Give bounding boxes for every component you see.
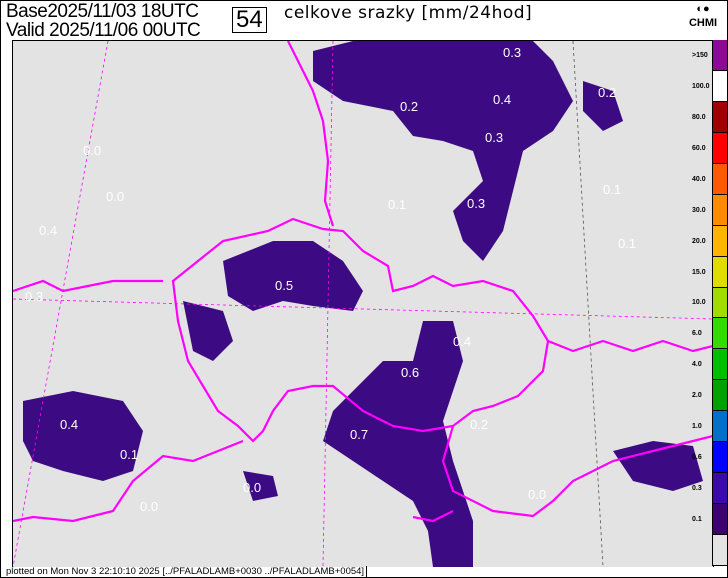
border-austria — [12, 439, 244, 523]
legend-label: 1.0 — [692, 423, 702, 431]
legend-swatch — [713, 101, 727, 133]
legend-swatch — [713, 504, 727, 536]
map-value: 0.0 — [83, 143, 102, 158]
legend-label: 0.6 — [692, 454, 702, 462]
legend-label: 0.3 — [692, 485, 702, 493]
legend-label: 4.0 — [692, 361, 702, 369]
grid-line — [572, 40, 604, 568]
legend-swatch — [713, 411, 727, 443]
legend-swatch — [713, 40, 727, 71]
precipitation-map: 0.3 0.2 0.4 0.3 0.2 0.0 0.0 0.1 0.3 0.1 … — [12, 40, 714, 568]
precip-area-west — [183, 301, 233, 361]
map-value: 0.0 — [528, 487, 547, 502]
footer-plot-info: plotted on Mon Nov 3 22:10:10 2025 [../P… — [6, 566, 368, 577]
grid-lines — [12, 40, 714, 568]
legend-label: 2.0 — [692, 392, 702, 400]
legend-swatch — [713, 349, 727, 381]
border-germany-poland — [287, 40, 335, 227]
map-value: 0.2 — [470, 417, 489, 432]
legend-swatch — [713, 287, 727, 319]
precip-area-north — [313, 41, 573, 261]
map-value: 0.0 — [243, 480, 262, 495]
map-value: 0.4 — [60, 417, 79, 432]
legend-swatch — [713, 442, 727, 474]
legend-label: 40.0 — [692, 175, 706, 183]
map-value: 0.1 — [120, 447, 139, 462]
legend-label: >150 — [692, 51, 708, 59]
map-layer — [12, 40, 714, 568]
map-value: 0.3 — [485, 130, 504, 145]
precipitation-areas — [23, 41, 703, 567]
map-value: 0.4 — [493, 92, 512, 107]
precip-area-north-east — [583, 81, 623, 131]
legend-label: 30.0 — [692, 206, 706, 214]
base-time: Base2025/11/03 18UTC — [6, 1, 199, 22]
legend-label: 80.0 — [692, 113, 706, 121]
precip-area-southeast — [613, 441, 703, 491]
map-value: 0.4 — [453, 334, 472, 349]
map-value: 0.0 — [140, 499, 159, 514]
legend-swatch — [713, 132, 727, 164]
legend-swatch — [713, 380, 727, 412]
border-czech — [171, 217, 550, 443]
legend-swatch — [713, 256, 727, 288]
map-value: 0.3 — [25, 289, 44, 304]
border-slovenia — [412, 510, 454, 523]
legend-swatch — [713, 163, 727, 195]
map-value: 0.1 — [618, 236, 637, 251]
color-legend — [712, 40, 727, 566]
map-value: 0.2 — [400, 99, 419, 114]
map-value: 0.0 — [106, 189, 125, 204]
precip-area-southwest — [23, 391, 143, 481]
map-value: 0.3 — [467, 196, 486, 211]
border-slovakia — [547, 339, 714, 353]
map-value: 0.3 — [503, 45, 522, 60]
map-value: 0.6 — [401, 365, 420, 380]
precip-area-bohemia — [223, 241, 363, 311]
legend-swatch — [713, 70, 727, 102]
precip-area-moravia — [323, 321, 473, 567]
grid-line — [12, 40, 109, 568]
legend-swatch — [713, 473, 727, 505]
legend-label: 20.0 — [692, 237, 706, 245]
map-title: celkove srazky [mm/24hod] — [284, 3, 533, 23]
grid-line — [322, 40, 334, 568]
border-west — [12, 279, 163, 293]
map-value: 0.1 — [388, 197, 407, 212]
legend-swatch — [713, 194, 727, 226]
forecast-step: 54 — [232, 7, 267, 33]
legend-swatch — [713, 535, 727, 566]
map-value: 0.2 — [598, 85, 617, 100]
legend-label: 100.0 — [692, 82, 710, 90]
country-borders — [12, 40, 714, 523]
legend-swatch — [713, 225, 727, 257]
valid-time: Valid 2025/11/06 00UTC — [6, 20, 201, 41]
legend-label: 15.0 — [692, 268, 706, 276]
legend-swatch — [713, 318, 727, 350]
legend-label: 6.0 — [692, 330, 702, 338]
legend-label: 0.1 — [692, 516, 702, 524]
map-value: 0.1 — [603, 182, 622, 197]
legend-label: 60.0 — [692, 144, 706, 152]
map-value: 0.7 — [350, 427, 369, 442]
map-value: 0.5 — [275, 278, 294, 293]
map-value: 0.4 — [39, 223, 58, 238]
legend-label: 10.0 — [692, 299, 706, 307]
chmi-logo: ◐● CHMI — [688, 3, 718, 29]
border-hungary — [441, 425, 714, 518]
grid-line — [12, 298, 714, 320]
precip-area-south — [243, 471, 278, 501]
